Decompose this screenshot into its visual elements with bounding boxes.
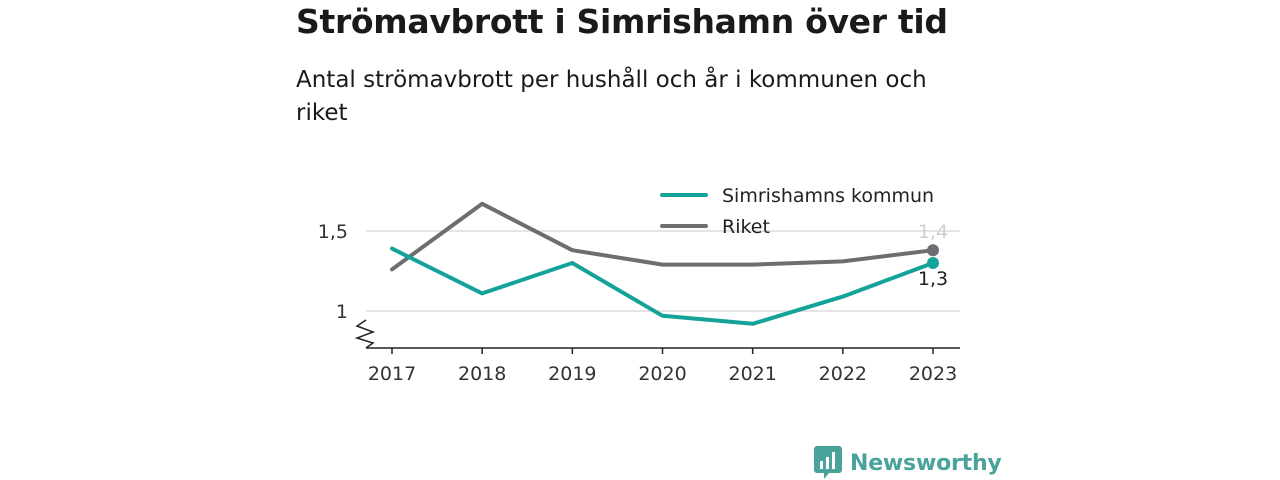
x-tick-label: 2018: [458, 363, 506, 385]
legend-label-simrishamn: Simrishamns kommun: [722, 185, 934, 207]
y-tick-label: 1: [336, 301, 348, 323]
x-tick-label: 2020: [638, 363, 686, 385]
series-end-point-riket: [927, 244, 939, 257]
y-tick-label: 1,5: [318, 221, 348, 243]
x-tick-label: 2017: [368, 363, 416, 385]
y-axis-break-icon: [354, 319, 376, 349]
legend-label-riket: Riket: [722, 216, 770, 238]
x-tick-label: 2022: [819, 363, 867, 385]
end-label-riket: 1,4: [918, 221, 948, 243]
end-label-simrishamn: 1,3: [918, 268, 948, 290]
x-tick-label: 2021: [728, 363, 776, 385]
chart-subtitle: Antal strömavbrott per hushåll och år i …: [296, 67, 927, 126]
series-line-riket: [390, 201, 935, 272]
x-tick-label: 2023: [909, 363, 957, 385]
newsworthy-logo-icon: [814, 446, 842, 479]
brand-name: Newsworthy: [850, 450, 1002, 476]
chart-title: Strömavbrott i Simrishamn över tid: [296, 2, 948, 41]
brand-logo: Newsworthy: [814, 446, 1002, 480]
x-tick-label: 2019: [548, 363, 596, 385]
series-end-point-simrishamn: [927, 257, 939, 269]
series-line-simrishamn: [390, 246, 935, 326]
